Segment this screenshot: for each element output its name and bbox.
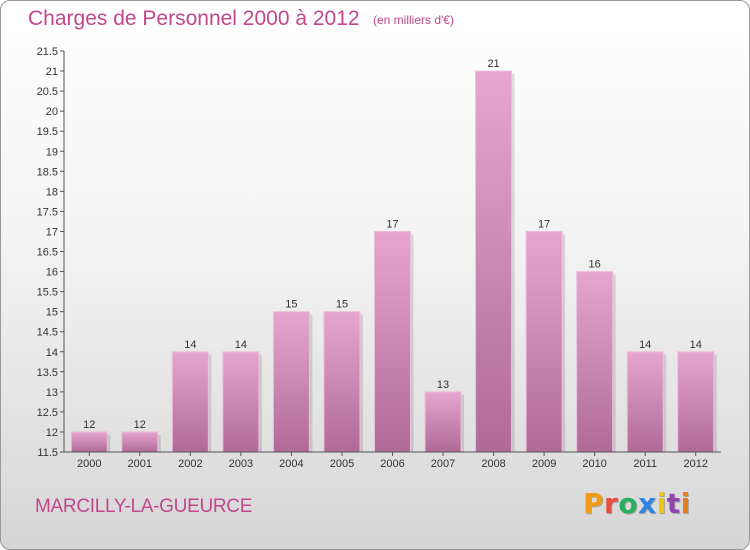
bars-group: 12 12 14 14 15 15 17 13 21 17 16 14 14	[70, 58, 717, 453]
x-tick-label-2002: 2002	[178, 458, 202, 470]
bar-2006	[374, 230, 411, 453]
x-tick-label-2001: 2001	[128, 458, 152, 470]
data-label-2010: 16	[589, 259, 601, 271]
x-tick-label-2007: 2007	[431, 458, 455, 470]
y-tick-label: 11.5	[37, 447, 58, 459]
data-label-2011: 14	[639, 339, 651, 351]
bar-2002	[171, 351, 209, 453]
y-tick-label: 13.5	[37, 367, 58, 379]
x-tick-label-2009: 2009	[532, 458, 556, 470]
y-tick-label: 18.5	[37, 166, 58, 178]
y-tick-label: 12	[46, 427, 58, 439]
y-tick-label: 19	[46, 146, 58, 158]
x-tick-label-2008: 2008	[481, 458, 505, 470]
x-tick-label-2006: 2006	[380, 458, 404, 470]
y-axis: 11.5 12 12.5 13 13.5 14 14.5 15 15.5 16 16.5 17 17.5…	[37, 46, 65, 459]
logo-letter: i	[680, 487, 691, 520]
y-tick-label: 16.5	[37, 247, 58, 259]
data-label-2006: 17	[386, 218, 398, 230]
x-axis: 2000 2001 2002 2003 2004 2005 2006 2007 2008 2009…	[64, 451, 721, 470]
data-label-2004: 15	[285, 299, 297, 311]
x-tick-label-2003: 2003	[229, 458, 253, 470]
data-label-2001: 12	[134, 419, 146, 431]
data-label-2007: 13	[437, 379, 449, 391]
y-tick-label: 20.5	[37, 86, 58, 98]
bar-2000	[70, 431, 108, 453]
logo-letter: x	[638, 487, 657, 520]
x-tick-label-2000: 2000	[77, 458, 101, 470]
y-tick-label: 20	[46, 106, 58, 118]
y-tick-label: 15.5	[37, 287, 58, 299]
bar-2011	[626, 351, 664, 453]
logo-letter: o	[618, 487, 639, 520]
bar-2003	[222, 351, 260, 453]
y-tick-label: 14	[46, 347, 58, 359]
bar-2004	[272, 311, 310, 453]
y-tick-label: 14.5	[37, 327, 58, 339]
y-tick-label: 21.5	[37, 46, 58, 58]
chart-subtitle: (en milliers d'€)	[373, 13, 454, 27]
data-label-2012: 14	[690, 339, 702, 351]
bar-2008	[475, 70, 513, 453]
logo-letter: r	[604, 487, 619, 520]
y-tick-label: 12.5	[37, 407, 58, 419]
y-tick-label: 13	[46, 387, 58, 399]
logo-letter: i	[656, 487, 667, 520]
logo-letter: t	[666, 487, 681, 520]
bar-2005	[323, 311, 361, 453]
y-tick-label: 15	[46, 307, 58, 319]
x-tick-label-2005: 2005	[330, 458, 354, 470]
y-tick-label: 16	[46, 267, 58, 279]
y-tick-label: 17	[46, 226, 58, 238]
chart-title: Charges de Personnel 2000 à 2012	[28, 7, 360, 30]
data-label-2002: 14	[184, 339, 196, 351]
data-label-2000: 12	[83, 419, 95, 431]
bar-2010	[576, 271, 614, 453]
data-label-2008: 21	[487, 58, 499, 70]
proxiti-logo: Proxiti	[583, 487, 691, 520]
y-tick-label: 18	[46, 186, 58, 198]
data-label-2003: 14	[235, 339, 247, 351]
y-tick-label: 19.5	[37, 126, 58, 138]
bar-2012	[677, 351, 715, 453]
data-label-2005: 15	[336, 299, 348, 311]
x-tick-label-2004: 2004	[279, 458, 303, 470]
commune-name: MARCILLY-LA-GUEURCE	[35, 496, 253, 517]
bar-2001	[121, 431, 159, 453]
y-tick-label: 21	[46, 66, 58, 78]
data-label-2009: 17	[538, 218, 550, 230]
x-tick-label-2010: 2010	[582, 458, 606, 470]
y-tick-label: 17.5	[37, 206, 58, 218]
bar-2009	[525, 230, 563, 453]
logo-letter: P	[583, 487, 605, 520]
bar-2007	[424, 391, 462, 453]
x-tick-label-2012: 2012	[683, 458, 707, 470]
x-tick-label-2011: 2011	[633, 458, 657, 470]
